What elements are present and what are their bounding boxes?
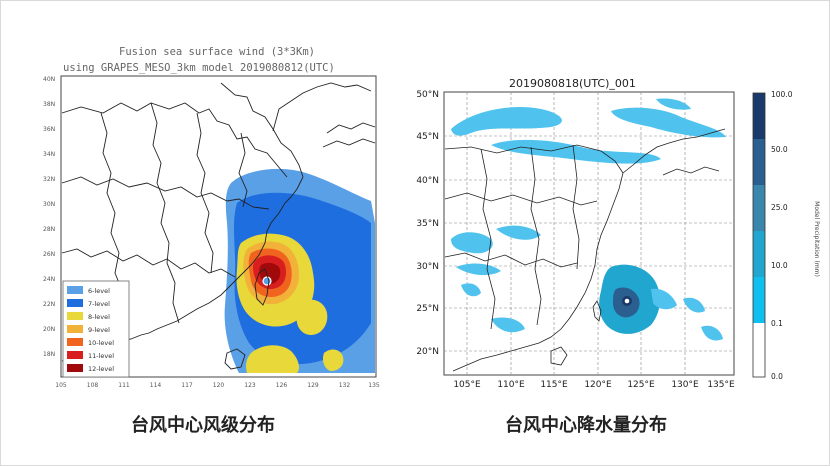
left-lon-ticks: 105 108 111 114 117 120 123 126 129 132 … xyxy=(55,382,380,389)
wind-field xyxy=(224,168,375,373)
lon-tick: 135 xyxy=(368,382,380,389)
lat-tick: 28N xyxy=(43,226,55,233)
colorbar-segment xyxy=(753,231,765,277)
lat-tick: 26N xyxy=(43,251,55,258)
lat-tick: 20N xyxy=(43,326,55,333)
legend-swatch xyxy=(67,299,83,307)
legend-swatch xyxy=(67,325,83,333)
right-lat-ticks: 50°N 45°N 40°N 35°N 30°N 25°N 20°N xyxy=(416,90,439,357)
lat-tick: 32N xyxy=(43,176,55,183)
colorbar-tick: 10.0 xyxy=(771,261,788,270)
left-title-line2: using GRAPES_MESO_3km model 2019080812(U… xyxy=(63,62,335,74)
colorbar-label: Model Precipitation (mm) xyxy=(813,201,820,277)
lon-tick: 130°E xyxy=(671,380,699,389)
lat-tick: 40N xyxy=(43,76,55,83)
lon-tick: 120 xyxy=(213,382,225,389)
lat-tick: 30°N xyxy=(416,262,439,272)
lon-tick: 108 xyxy=(87,382,99,389)
wind-legend: 6-level 7-level 8-level 9-level 10-level… xyxy=(62,280,130,378)
colorbar-tick: 0.1 xyxy=(771,319,783,328)
legend-swatch xyxy=(67,286,83,294)
precip-map-frame xyxy=(443,91,735,376)
precip-field xyxy=(451,98,726,341)
lon-tick: 132 xyxy=(339,382,351,389)
lon-tick: 111 xyxy=(118,382,130,389)
colorbar-segment xyxy=(753,277,765,323)
coastlines xyxy=(61,82,376,370)
lat-tick: 30N xyxy=(43,201,55,208)
lon-tick: 129 xyxy=(307,382,319,389)
lon-tick: 123 xyxy=(244,382,256,389)
precip-coastlines xyxy=(444,128,726,372)
lon-tick: 110°E xyxy=(497,380,525,389)
lat-tick: 35°N xyxy=(416,219,439,229)
colorbar-tick: 50.0 xyxy=(771,145,788,154)
lat-tick: 50°N xyxy=(416,90,439,100)
lon-tick: 114 xyxy=(150,382,162,389)
legend-label: 12-level xyxy=(88,365,114,373)
legend-label: 10-level xyxy=(88,339,114,347)
lon-tick: 135°E xyxy=(707,380,735,389)
lon-tick: 105 xyxy=(55,382,67,389)
legend-swatch xyxy=(67,312,83,320)
lat-tick: 24N xyxy=(43,276,55,283)
colorbar-ticks: 100.0 50.0 25.0 10.0 0.1 0.0 xyxy=(771,90,793,381)
legend-label: 9-level xyxy=(88,326,110,334)
legend-label: 7-level xyxy=(88,300,110,308)
lon-tick: 126 xyxy=(276,382,288,389)
lon-tick: 117 xyxy=(181,382,193,389)
lat-tick: 38N xyxy=(43,101,55,108)
legend-swatch xyxy=(67,351,83,359)
lon-tick: 125°E xyxy=(627,380,655,389)
legend-label: 6-level xyxy=(88,287,110,295)
legend-label: 11-level xyxy=(88,352,114,360)
colorbar-tick: 100.0 xyxy=(771,90,793,99)
precip-map: 50°N 45°N 40°N 35°N 30°N 25°N 20°N 105°E… xyxy=(416,90,735,389)
lat-tick: 18N xyxy=(43,351,55,358)
left-caption: 台风中心风级分布 xyxy=(131,415,275,436)
right-caption: 台风中心降水量分布 xyxy=(505,415,667,436)
precip-colorbar: 100.0 50.0 25.0 10.0 0.1 0.0 Model Preci… xyxy=(752,90,820,381)
left-lat-ticks: 40N 38N 36N 34N 32N 30N 28N 26N 24N 22N … xyxy=(43,76,55,358)
left-title-line1: Fusion sea surface wind (3*3Km) xyxy=(119,46,315,58)
lat-tick: 45°N xyxy=(416,132,439,142)
legend-swatch xyxy=(67,364,83,372)
lat-tick: 36N xyxy=(43,126,55,133)
lat-tick: 25°N xyxy=(416,304,439,314)
colorbar-segment xyxy=(753,139,765,185)
wind-map: 40N 38N 36N 34N 32N 30N 28N 26N 24N 22N … xyxy=(43,75,380,389)
lat-tick: 34N xyxy=(43,151,55,158)
legend-swatch xyxy=(67,338,83,346)
right-title: 2019080818(UTC)_001 xyxy=(509,77,636,90)
colorbar-segment xyxy=(753,93,765,139)
lon-tick: 105°E xyxy=(453,380,481,389)
lon-tick: 120°E xyxy=(584,380,612,389)
lon-tick: 115°E xyxy=(540,380,568,389)
colorbar-segment xyxy=(753,185,765,231)
right-lon-ticks: 105°E 110°E 115°E 120°E 125°E 130°E 135°… xyxy=(453,380,735,389)
legend-label: 8-level xyxy=(88,313,110,321)
lat-tick: 20°N xyxy=(416,347,439,357)
colorbar-tick: 0.0 xyxy=(771,372,783,381)
lat-tick: 22N xyxy=(43,301,55,308)
colorbar-segment xyxy=(753,323,765,377)
lat-tick: 40°N xyxy=(416,176,439,186)
colorbar-tick: 25.0 xyxy=(771,203,788,212)
